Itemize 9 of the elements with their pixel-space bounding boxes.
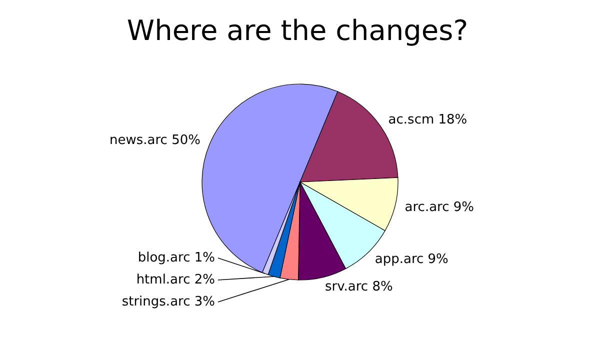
slice-label: arc.arc 9% — [404, 200, 474, 215]
chart-title: Where are the changes? — [126, 14, 468, 47]
slice-label: srv.arc 8% — [324, 279, 393, 294]
slice-label: strings.arc 3% — [122, 294, 215, 310]
slice-label: news.arc 50% — [109, 133, 200, 148]
slice-label: app.arc 9% — [374, 252, 448, 268]
slice-label: blog.arc 1% — [138, 250, 215, 266]
slice-label: html.arc 2% — [136, 272, 215, 288]
slice-label: ac.scm 18% — [388, 112, 468, 128]
